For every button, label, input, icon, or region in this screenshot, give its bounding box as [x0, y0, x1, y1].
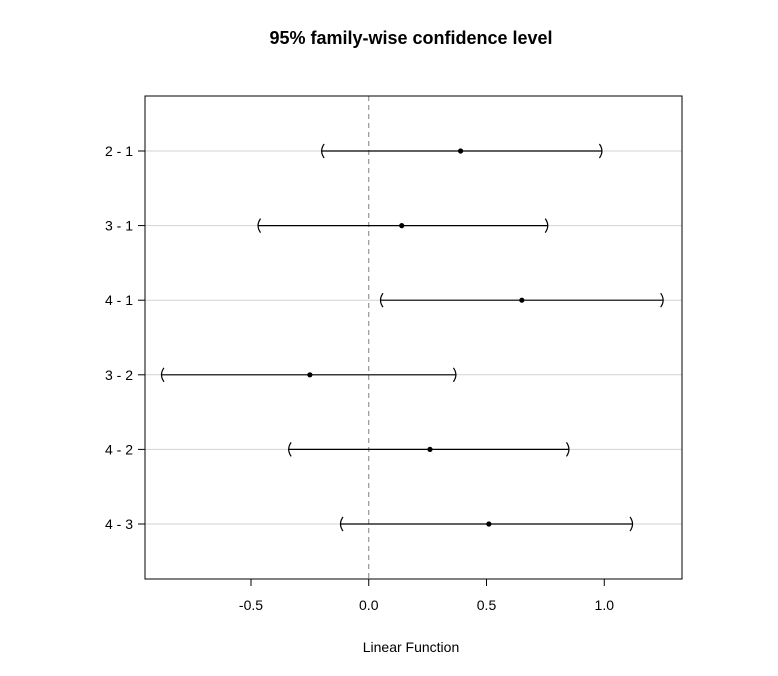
y-tick-label: 4 - 3: [105, 516, 133, 532]
interval-lower-bracket: [339, 516, 344, 532]
interval-lower-bracket: [321, 143, 325, 159]
interval-lower-bracket: [379, 292, 384, 308]
chart-title: 95% family-wise confidence level: [269, 28, 552, 48]
y-tick-label: 3 - 1: [105, 218, 133, 234]
x-tick-label: 0.0: [359, 597, 379, 613]
plot-area: 2 - 1 3 - 1 4 - 1 3 - 2 4 - 2 4 - 3 -0.5 0.0 0.5…: [105, 95, 683, 613]
interval-lower-bracket: [288, 442, 292, 457]
interval-upper-bracket: [452, 367, 457, 383]
interval-upper-bracket: [565, 442, 570, 457]
estimate-point: [458, 148, 464, 154]
estimate-point: [399, 223, 405, 229]
estimate-point: [519, 297, 525, 303]
estimate-point: [486, 521, 492, 527]
x-tick-label: 1.0: [595, 597, 615, 613]
y-tick-label: 4 - 1: [105, 292, 133, 308]
plot-frame: [144, 95, 683, 580]
interval-upper-bracket: [544, 218, 549, 233]
interval-lower-bracket: [257, 218, 262, 233]
x-tick-label: -0.5: [239, 597, 263, 613]
estimate-point: [307, 372, 313, 378]
interval-upper-bracket: [629, 516, 634, 532]
y-tick-label: 3 - 2: [105, 367, 133, 383]
y-tick-label: 4 - 2: [105, 441, 133, 457]
x-axis-label: Linear Function: [363, 639, 460, 655]
interval-upper-bracket: [598, 143, 603, 159]
x-tick-label: 0.5: [477, 597, 497, 613]
y-tick-label: 2 - 1: [105, 143, 133, 159]
estimate-point: [427, 446, 433, 452]
interval-lower-bracket: [160, 367, 165, 383]
interval-upper-bracket: [660, 292, 664, 308]
